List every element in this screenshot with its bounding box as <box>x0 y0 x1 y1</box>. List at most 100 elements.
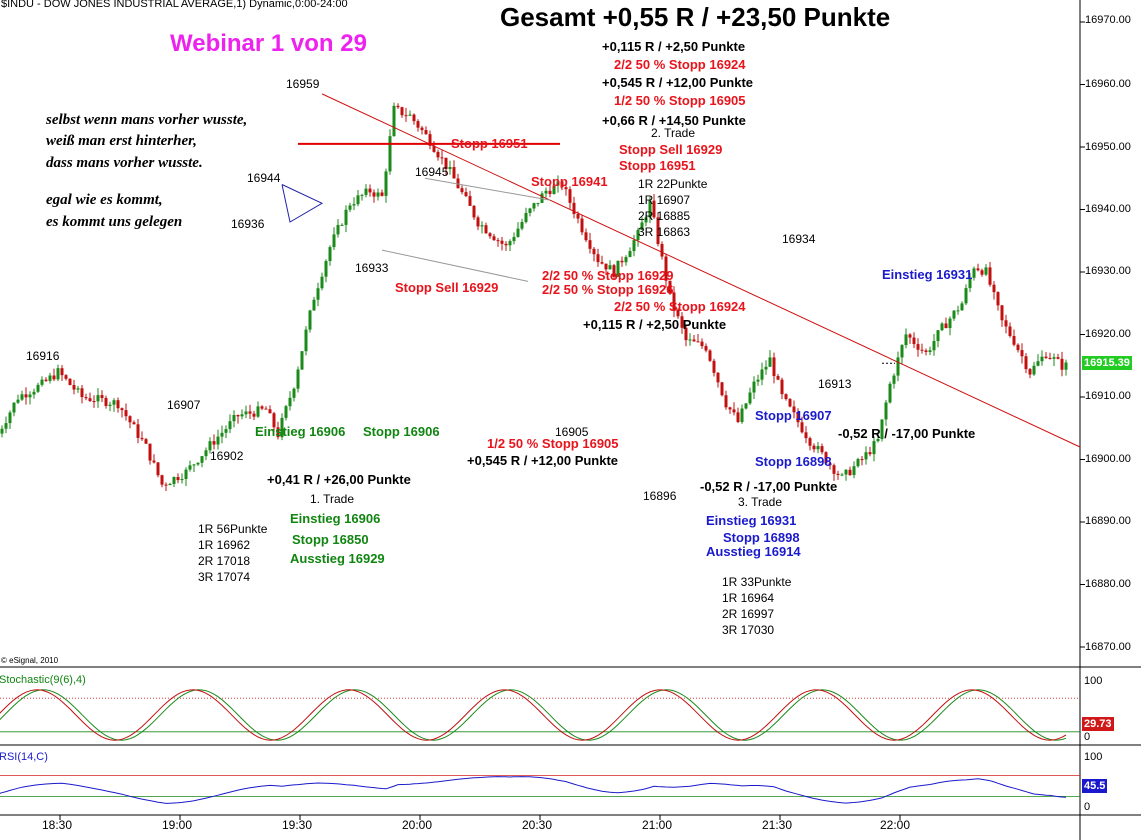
candle <box>228 414 232 434</box>
top-result-1: +0,115 R / +2,50 Punkte <box>602 39 746 54</box>
candle <box>752 376 756 400</box>
x-tick-1900: 19:00 <box>162 818 193 832</box>
candle <box>120 407 124 418</box>
candle <box>308 309 312 333</box>
half-stopp-16905: 1/2 50 % Stopp 16905 <box>487 436 619 451</box>
candle <box>52 368 56 382</box>
candle-body <box>708 350 712 361</box>
candle-body <box>864 452 868 460</box>
stoch-value-tag: 29.73 <box>1082 717 1114 731</box>
candle <box>772 352 776 384</box>
candle <box>132 420 136 425</box>
quote-line-1: selbst wenn mans vorher wusste, <box>46 112 248 128</box>
candle-body <box>564 187 568 190</box>
candle-body <box>920 349 924 351</box>
candle <box>236 414 240 424</box>
candle-body <box>488 233 492 237</box>
candle <box>808 436 812 451</box>
candle <box>580 215 584 236</box>
candle-body <box>120 408 124 411</box>
candle-body <box>84 397 88 399</box>
candle-body <box>608 265 612 270</box>
candle <box>32 388 36 399</box>
candle <box>656 212 660 247</box>
price-label-16916: 16916 <box>26 349 60 363</box>
candle <box>412 113 416 125</box>
candle <box>72 379 76 395</box>
rsi-line <box>0 776 1067 804</box>
candle-body <box>704 346 708 351</box>
candle <box>508 239 512 252</box>
candle <box>692 335 696 342</box>
candle-body <box>36 384 40 392</box>
candle-body <box>572 202 576 215</box>
candle <box>1000 304 1004 327</box>
candle <box>868 446 872 457</box>
candle <box>556 175 560 193</box>
candle <box>948 316 952 336</box>
trade2-stopp-sell: Stopp Sell 16929 <box>619 142 723 157</box>
candle <box>780 377 784 400</box>
candle <box>592 247 596 262</box>
candle <box>536 202 540 207</box>
candle-body <box>416 121 420 128</box>
candle <box>1008 322 1012 338</box>
candle <box>324 259 328 283</box>
total-result-title: Gesamt +0,55 R / +23,50 Punkte <box>500 2 891 32</box>
candle <box>844 469 848 481</box>
candle-body <box>628 251 632 258</box>
candle-body <box>644 217 648 223</box>
candle <box>460 185 464 195</box>
candle <box>800 416 804 434</box>
y-tick-16870: 16870.00 <box>1085 641 1131 653</box>
candle <box>148 443 152 465</box>
mid-stopp-16929: 2/2 50 % Stopp 16929 <box>542 268 674 283</box>
candle <box>76 385 80 393</box>
candle-body <box>824 452 828 464</box>
candle <box>528 207 532 217</box>
candle-body <box>720 382 724 396</box>
candle <box>512 232 516 245</box>
candle <box>84 393 88 401</box>
candle <box>996 291 1000 311</box>
trade2-1r-points: 1R 22Punkte <box>638 177 708 191</box>
candle <box>424 126 428 135</box>
candle <box>264 406 268 410</box>
price-label-16905: 16905 <box>555 425 589 439</box>
candlestick-series <box>0 102 1068 492</box>
y-tick-16970: 16970.00 <box>1085 14 1131 26</box>
candle <box>688 333 692 346</box>
stopp-16898-label: Stopp 16898 <box>755 454 832 469</box>
candle <box>1020 343 1024 364</box>
y-tick-16950: 16950.00 <box>1085 141 1131 153</box>
rsi-tick-100: 100 <box>1084 751 1103 763</box>
candle-body <box>560 181 564 188</box>
candle-body <box>164 484 168 486</box>
candle-body <box>92 401 96 403</box>
candle <box>4 416 8 434</box>
trade1-3r: 3R 17074 <box>198 570 251 584</box>
candle <box>960 301 964 311</box>
candle-body <box>828 463 832 466</box>
candle <box>900 344 904 364</box>
candle-body <box>548 190 552 195</box>
candle-body <box>604 263 608 270</box>
candle-body <box>1028 369 1032 375</box>
candle-body <box>1048 357 1052 359</box>
candle <box>720 381 724 397</box>
candle-body <box>160 475 164 485</box>
candle-body <box>228 421 232 430</box>
candle-body <box>588 240 592 249</box>
half-result: +0,545 R / +12,00 Punkte <box>467 453 619 468</box>
candle <box>524 207 528 224</box>
candle <box>80 384 84 404</box>
candle-body <box>736 412 740 422</box>
candle <box>156 462 160 478</box>
candle <box>744 402 748 410</box>
candle <box>848 466 852 476</box>
candle-body <box>448 167 452 170</box>
candle <box>256 401 260 418</box>
candle <box>200 455 204 468</box>
candle <box>540 191 544 204</box>
candle-body <box>820 446 824 453</box>
